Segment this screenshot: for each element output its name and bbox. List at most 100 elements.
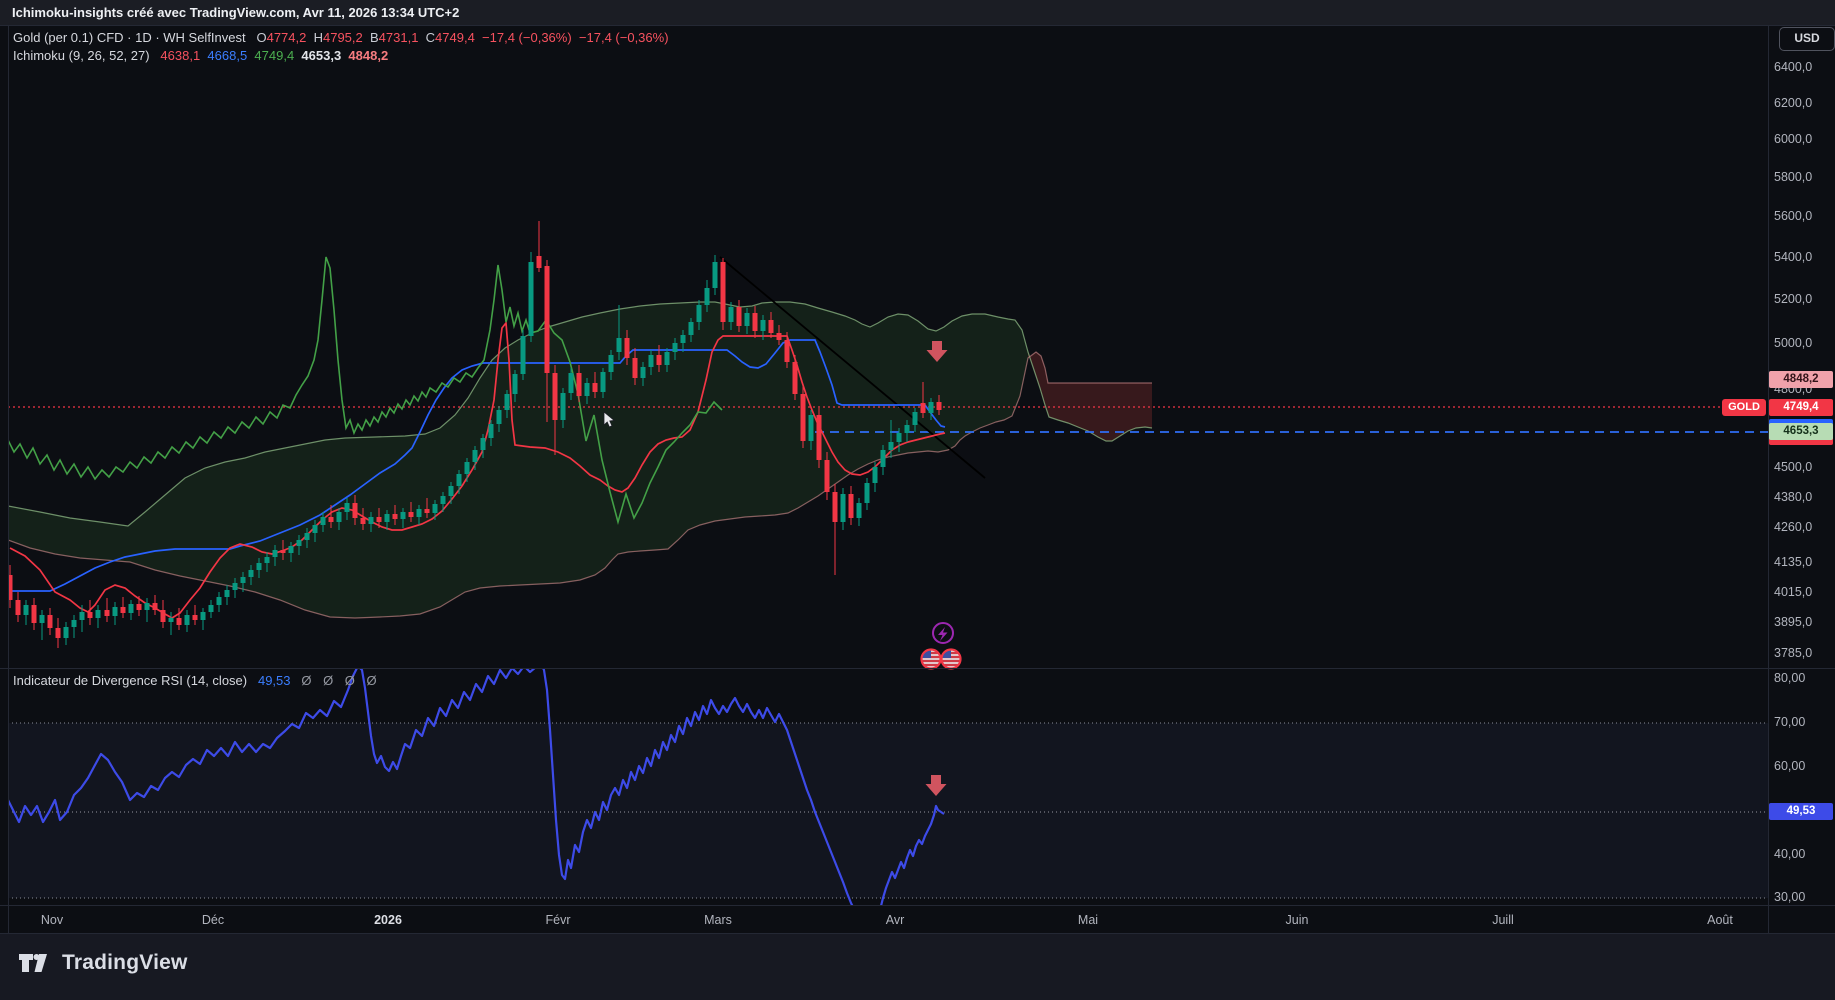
candle-up — [63, 627, 69, 638]
candle-up — [928, 402, 934, 413]
price-tick-label: 70,00 — [1774, 715, 1806, 729]
price-tick-label: 5400,0 — [1774, 250, 1813, 264]
candle-up — [288, 546, 294, 553]
price-tick-label: 40,00 — [1774, 847, 1806, 861]
candle-down — [920, 403, 926, 413]
candle-up — [696, 305, 702, 322]
candle-down — [328, 517, 334, 522]
kijun-value: 4668,5 — [207, 48, 248, 63]
candle-up — [432, 504, 438, 513]
candle-up — [336, 512, 342, 522]
candle-down — [544, 266, 550, 373]
candle-down — [424, 509, 430, 513]
drawn-trendline[interactable] — [719, 256, 986, 479]
currency-toggle-button[interactable]: USD — [1779, 27, 1835, 51]
rsi-divergence-flags: Ø Ø Ø Ø — [301, 673, 377, 688]
footer-bar — [0, 934, 1835, 1000]
economic-event-lightning-icon[interactable] — [932, 622, 954, 644]
candle-up — [400, 512, 406, 519]
candle-up — [39, 615, 45, 623]
symbol-legend-row[interactable]: Gold (per 0.1) CFD · 1D · WH SelfInvest … — [13, 30, 669, 45]
bearish-signal-arrow-icon[interactable] — [925, 775, 947, 796]
span-a-projected-tag: 4653,3 — [1769, 423, 1833, 440]
pane-divider[interactable] — [0, 668, 1835, 669]
candle-up — [888, 442, 894, 450]
change-percent: −17,4 (−0,36%) — [578, 30, 669, 45]
candle-up — [79, 612, 85, 620]
candle-down — [192, 615, 198, 620]
time-tick-label: 2026 — [374, 913, 402, 927]
candle-up — [232, 583, 238, 590]
chikou-span-line — [8, 256, 723, 526]
candle-up — [71, 620, 77, 627]
candle-up — [248, 570, 254, 577]
candle-up — [240, 577, 246, 583]
candle-down — [360, 518, 366, 524]
price-tick-label: 5800,0 — [1774, 170, 1813, 184]
us-economic-event-flag-icon[interactable] — [940, 648, 962, 670]
candle-up — [304, 533, 310, 540]
high-label: H — [313, 30, 323, 45]
candle-up — [760, 320, 766, 331]
price-tick-label: 3785,0 — [1774, 646, 1813, 660]
candle-up — [808, 415, 814, 441]
candle-up — [200, 612, 206, 620]
export-title-bar: Ichimoku-insights créé avec TradingView.… — [0, 0, 1835, 25]
candle-up — [520, 336, 526, 374]
candlesticks — [8, 221, 942, 648]
span-b-projected-tag: 4848,2 — [1769, 371, 1833, 388]
time-axis-divider — [0, 905, 1835, 906]
candle-up — [704, 288, 710, 305]
candle-up — [672, 343, 678, 352]
close-value: 4749,4 — [435, 30, 475, 45]
rsi-pane[interactable] — [8, 664, 1768, 921]
candle-down — [136, 604, 142, 610]
candle-up — [840, 494, 846, 522]
symbol-price-pill: GOLD — [1722, 399, 1766, 416]
candle-up — [864, 483, 870, 503]
candle-up — [872, 467, 878, 483]
candle-up — [464, 462, 470, 474]
tradingview-logo[interactable]: TradingView — [18, 951, 188, 975]
price-tick-label: 6000,0 — [1774, 132, 1813, 146]
candle-down — [936, 402, 942, 410]
rsi-legend-row[interactable]: Indicateur de Divergence RSI (14, close)… — [13, 673, 377, 688]
chikou-value: 4749,4 — [254, 48, 295, 63]
candle-up — [880, 450, 886, 467]
rsi-value-tag: 49,53 — [1769, 803, 1833, 820]
ichimoku-legend-row[interactable]: Ichimoku (9, 26, 52, 27) 4638,1 4668,5 4… — [13, 48, 388, 63]
candle-down — [55, 628, 61, 638]
candle-up — [608, 355, 614, 372]
candle-down — [47, 615, 53, 628]
candle-down — [15, 600, 21, 615]
candle-down — [160, 610, 166, 622]
candle-down — [736, 307, 742, 326]
price-tick-label: 5600,0 — [1774, 209, 1813, 223]
price-tick-label: 4015,0 — [1774, 585, 1813, 599]
bearish-signal-arrow-icon[interactable] — [926, 341, 948, 362]
price-tick-label: 3895,0 — [1774, 615, 1813, 629]
mouse-cursor — [603, 411, 616, 428]
candle-down — [120, 607, 126, 613]
candle-up — [856, 503, 862, 518]
candle-up — [128, 604, 134, 613]
us-economic-event-flag-icon[interactable] — [920, 648, 942, 670]
price-tick-label: 6200,0 — [1774, 96, 1813, 110]
candle-up — [208, 605, 214, 612]
kumo-cloud-bearish — [1028, 352, 1152, 441]
candle-down — [592, 383, 598, 392]
change-value: −17,4 (−0,36%) — [482, 30, 572, 45]
main-pane[interactable] — [8, 221, 1769, 648]
time-tick-label: Déc — [201, 913, 225, 927]
candle-up — [472, 450, 478, 462]
price-axis-border — [1768, 25, 1769, 933]
open-label: O — [256, 30, 267, 45]
candle-down — [376, 517, 382, 522]
candle-up — [728, 307, 734, 322]
candle-up — [23, 605, 29, 615]
candle-down — [656, 355, 662, 365]
candle-down — [352, 503, 358, 518]
candle-up — [688, 322, 694, 335]
candle-up — [488, 424, 494, 438]
